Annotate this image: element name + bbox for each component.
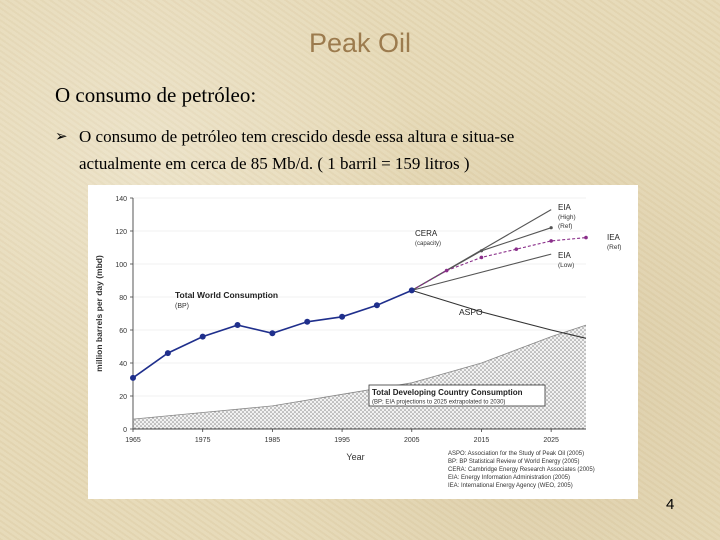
chart-svg: 0 20 40 60 80 100 120 140 1965 1975 1985 1995 2005 20… [94, 196, 621, 489]
aspo-line [411, 289, 587, 339]
cera-point [549, 226, 553, 230]
source-legend-entry: ASPO: Association for the Study of Peak … [448, 451, 584, 457]
world-consumption-point [339, 313, 346, 320]
world-consumption-label: Total World Consumption [175, 290, 278, 300]
world-consumption-point [234, 322, 241, 329]
developing-label-box [368, 384, 546, 407]
iea-point [584, 235, 588, 240]
source-legend-entry: BP: BP Statistical Review of World Energ… [448, 459, 580, 465]
y-tick-label: 80 [119, 295, 127, 302]
x-tick-label: 2025 [543, 437, 559, 444]
oil-consumption-chart: 0 20 40 60 80 100 120 140 1965 1975 1985 1995 2005 20… [88, 185, 638, 499]
arrow-bullet-icon: ➢ [55, 127, 68, 145]
eia-high-source: (Ref) [558, 223, 572, 230]
slide-title: Peak Oil [308, 28, 412, 58]
world-consumption-point [373, 302, 380, 309]
developing-consumption-area [133, 325, 586, 429]
iea-label: IEA [607, 233, 621, 242]
y-tick-label: 40 [119, 361, 127, 368]
x-tick-label: 2015 [474, 437, 490, 444]
eia-low-sub: (Low) [558, 262, 574, 269]
x-tick-label: 2005 [404, 437, 420, 444]
world-consumption-point [164, 350, 171, 357]
developing-consumption-label: Total Developing Country Consumption [372, 388, 523, 397]
y-tick-label: 140 [115, 196, 127, 203]
page-number: 4 [666, 496, 675, 513]
iea-source: (Ref) [607, 244, 621, 251]
iea-line [411, 237, 587, 291]
iea-point [479, 255, 484, 260]
world-consumption-source: (BP) [175, 303, 189, 310]
x-tick-label: 1985 [265, 437, 281, 444]
bullet-text-line-2: actualmente em cerca de 85 Mb/d. ( 1 bar… [79, 154, 470, 173]
cera-label: CERA [415, 229, 438, 238]
x-axis-label: Year [346, 452, 364, 462]
eia-high-label: EIA [558, 203, 572, 212]
y-tick-label: 100 [115, 262, 127, 269]
x-tick-label: 1995 [334, 437, 350, 444]
x-tick-label: 1975 [195, 437, 211, 444]
bullet-text-line-1: O consumo de petróleo tem crescido desde… [79, 127, 515, 146]
aspo-label: ASPO [459, 307, 483, 317]
world-consumption-point [199, 333, 206, 340]
world-consumption-point [304, 318, 311, 325]
source-legend-entry: CERA: Cambridge Energy Research Associat… [448, 467, 595, 473]
world-consumption-point [408, 287, 415, 294]
source-legend-entry: EIA: Energy Information Administration (… [448, 475, 570, 481]
source-legend-entry: IEA: International Energy Agency (WEO, 2… [448, 483, 573, 489]
cera-sub: (capacity) [415, 241, 441, 247]
cera-point [479, 249, 484, 253]
iea-point [549, 239, 553, 243]
developing-consumption-source: (BP; EIA projections to 2025 extrapolate… [372, 400, 505, 406]
iea-point [514, 247, 519, 251]
eia-low-line [411, 253, 552, 291]
y-tick-label: 120 [115, 229, 127, 236]
eia-low-label: EIA [558, 251, 572, 260]
iea-point [444, 268, 449, 273]
world-consumption-point [130, 374, 136, 381]
world-consumption-point [269, 330, 276, 337]
eia-high-sub: (High) [558, 214, 576, 221]
x-tick-label: 1965 [125, 437, 141, 444]
y-tick-label: 20 [119, 394, 127, 401]
y-axis-label: million barrels per day (mbd) [94, 255, 104, 372]
slide-subtitle: O consumo de petróleo: [55, 83, 257, 107]
y-tick-label: 60 [119, 328, 127, 335]
y-tick-label: 0 [123, 427, 127, 434]
